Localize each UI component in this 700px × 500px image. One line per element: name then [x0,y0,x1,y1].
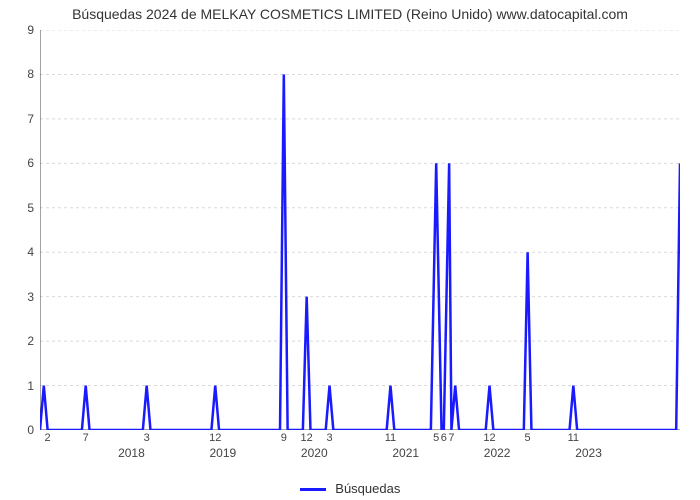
chart-plot-area [40,30,680,430]
x-minor-tick-label: 3 [326,432,332,444]
y-tick-label: 8 [4,67,34,81]
x-minor-tick-label: 6 [441,432,447,444]
x-year-label: 2020 [301,446,328,460]
x-minor-tick-label: 12 [209,432,221,444]
x-axis-labels: 2731291231156712511201820192020202120222… [40,432,680,464]
chart-svg [40,30,680,430]
x-minor-tick-label: 5 [433,432,439,444]
y-tick-label: 3 [4,290,34,304]
y-tick-label: 6 [4,156,34,170]
x-minor-tick-label: 11 [568,432,579,444]
x-minor-tick-label: 3 [144,432,150,444]
x-year-label: 2019 [209,446,236,460]
y-tick-label: 5 [4,201,34,215]
y-axis-labels: 0123456789 [0,30,36,430]
y-tick-label: 9 [4,23,34,37]
x-year-label: 2021 [392,446,419,460]
legend-swatch [300,488,326,491]
y-tick-label: 1 [4,379,34,393]
x-minor-tick-label: 5 [525,432,531,444]
y-tick-label: 0 [4,423,34,437]
x-minor-tick-label: 11 [385,432,396,444]
x-minor-tick-label: 7 [83,432,89,444]
y-tick-label: 4 [4,245,34,259]
x-minor-tick-label: 2 [45,432,51,444]
x-year-label: 2018 [118,446,145,460]
chart-legend: Búsquedas [0,481,700,496]
x-minor-tick-label: 9 [281,432,287,444]
legend-label: Búsquedas [335,481,400,496]
y-tick-label: 2 [4,334,34,348]
x-year-label: 2022 [484,446,511,460]
x-minor-tick-label: 7 [448,432,454,444]
x-year-label: 2023 [575,446,602,460]
chart-title: Búsquedas 2024 de MELKAY COSMETICS LIMIT… [0,0,700,26]
x-minor-tick-label: 12 [301,432,313,444]
y-tick-label: 7 [4,112,34,126]
x-minor-tick-label: 12 [483,432,495,444]
